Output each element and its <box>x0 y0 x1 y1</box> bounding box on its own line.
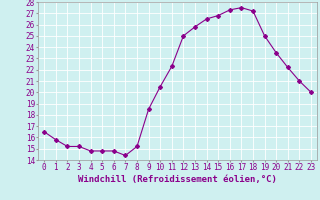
X-axis label: Windchill (Refroidissement éolien,°C): Windchill (Refroidissement éolien,°C) <box>78 175 277 184</box>
